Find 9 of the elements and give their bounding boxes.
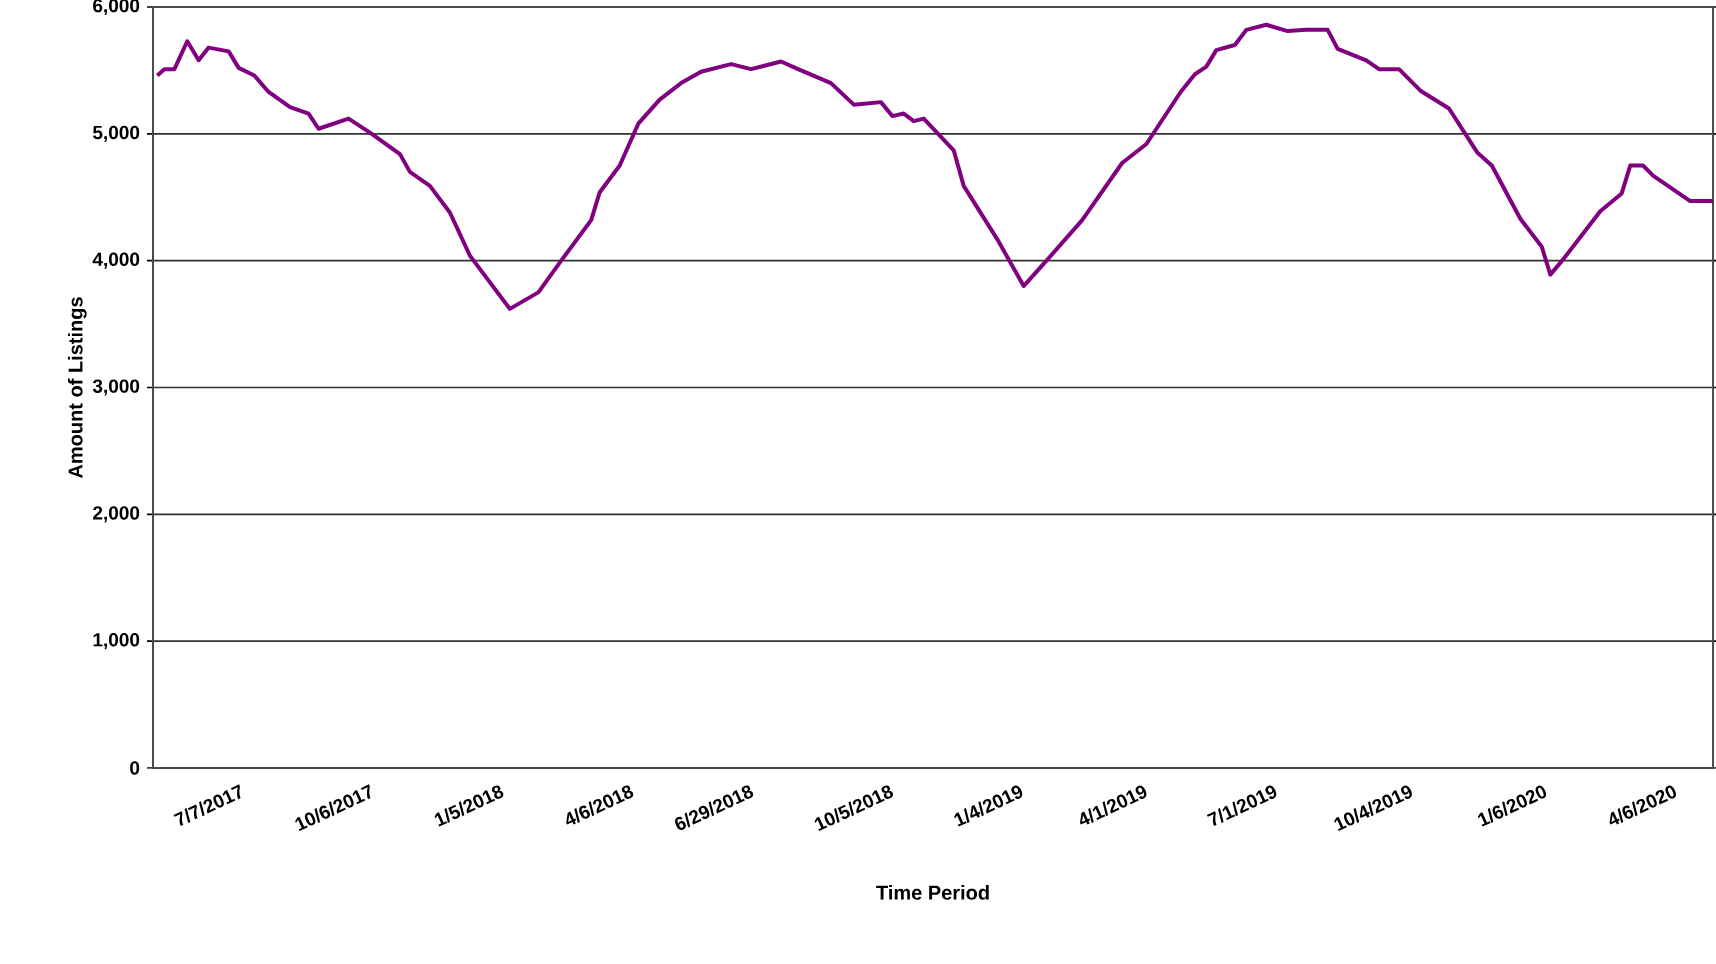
y-tick-label: 4,000 [92, 252, 140, 269]
y-tick-label: 1,000 [93, 633, 140, 650]
y-axis-title: Amount of Listings [67, 297, 87, 479]
line-series [155, 22, 1716, 311]
y-tick-label: 5,000 [92, 125, 140, 142]
x-axis-title: Time Period [876, 885, 989, 900]
y-tick-label: 0 [130, 761, 140, 775]
y-tick-label: 3,000 [92, 379, 140, 396]
y-tick-label: 2,000 [93, 506, 140, 523]
